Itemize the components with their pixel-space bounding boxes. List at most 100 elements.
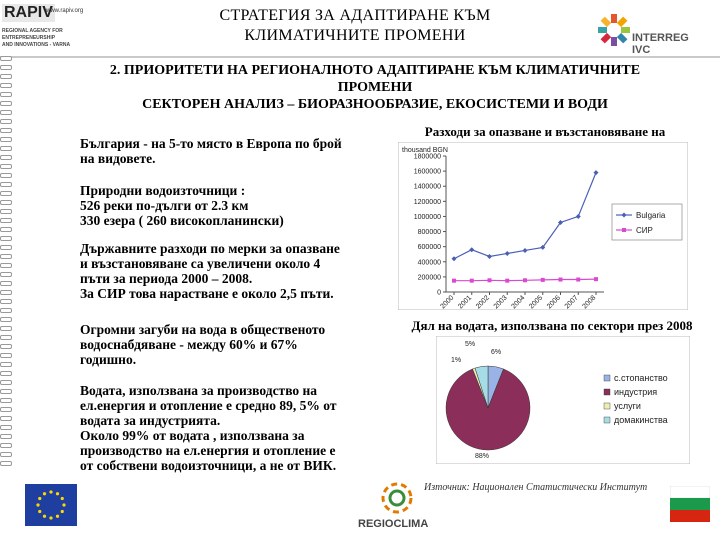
species-paragraph: България - на 5-то място в Европа по бро… — [80, 136, 390, 166]
eu-star — [55, 492, 60, 496]
y-tick-label: 400000 — [418, 259, 441, 266]
strip-segment — [0, 83, 12, 88]
regioclima-logo: REGIOCLIMA — [352, 478, 442, 538]
section-title-line3: СЕКТОРЕН АНАЛИЗ – БИОРАЗНООБРАЗИЕ, ЕКОСИ… — [142, 97, 608, 112]
strip-segment — [0, 389, 12, 394]
series-point — [523, 278, 527, 283]
strip-segment — [0, 290, 12, 295]
water-sources-paragraph: Природни водоизточници : 526 реки по-дъл… — [80, 183, 390, 228]
y-tick-label: 800000 — [418, 229, 441, 236]
y-tick-label: 1800000 — [414, 154, 441, 161]
strip-segment — [0, 173, 12, 178]
left-decorative-strip — [0, 56, 14, 486]
eu-star — [38, 509, 42, 514]
text-line: годишно. — [80, 352, 137, 367]
strip-segment — [0, 92, 12, 97]
regioclima-logo-icon — [381, 482, 413, 514]
series-point — [593, 170, 599, 176]
strip-segment — [0, 380, 12, 385]
interreg-logo-icon — [598, 14, 630, 46]
text-line: 526 реки по-дълги от 2.3 км — [80, 198, 249, 213]
chart-title-line: Разходи за опазване и възстановяване на — [424, 124, 666, 139]
strip-segment — [0, 236, 12, 241]
legend-box — [611, 203, 683, 241]
strip-segment — [0, 227, 12, 232]
series-point — [594, 277, 598, 282]
y-tick-label: 0 — [437, 290, 441, 297]
text-line: водоснабдяване - между 60% и 67% — [80, 337, 298, 352]
header-divider — [0, 56, 720, 58]
strip-segment — [0, 443, 12, 448]
strip-segment — [0, 56, 12, 61]
rapiv-logo: RAPIV www.rapiv.org REGIONAL AGENCY FOR … — [0, 2, 84, 52]
text-line: пъти за периода 2000 – 2008. — [80, 271, 253, 286]
strip-segment — [0, 272, 12, 277]
strip-segment — [0, 308, 12, 313]
legend-label: СИР — [636, 226, 653, 235]
eu-star — [60, 496, 64, 501]
text-line: на видовете. — [80, 151, 156, 166]
text-line: производство на ел.енергия и отопление е — [80, 443, 336, 458]
interreg-logo-text: INTERREG IVC — [632, 32, 689, 56]
text-line: България - на 5-то място в Европа по бро… — [80, 136, 342, 151]
eu-star — [62, 503, 66, 507]
legend-marker — [621, 212, 627, 218]
pie-value-label: 6% — [491, 349, 501, 356]
eu-star — [36, 503, 40, 507]
pie-slice — [474, 365, 489, 409]
strip-segment — [0, 335, 12, 340]
text-line: За СИР това нарастване е около 2,5 пъти. — [80, 286, 334, 301]
series-point — [451, 256, 457, 262]
strip-segment — [0, 101, 12, 106]
strip-segment — [0, 119, 12, 124]
pie-value-label: 88% — [475, 453, 489, 460]
series-point — [558, 219, 563, 225]
pie-value-label: 5% — [465, 341, 475, 348]
text-line: от собствени водоизточници, а не от ВИК. — [80, 458, 337, 473]
y-tick-label: 1600000 — [414, 169, 441, 176]
pie-slice — [445, 368, 531, 451]
text-line: и възстановяване са увеличени около 4 — [80, 256, 321, 271]
strip-segment — [0, 218, 12, 223]
strip-segment — [0, 137, 12, 142]
strip-segment — [0, 155, 12, 160]
eu-star — [49, 490, 53, 494]
section-title-line1: 2. ПРИОРИТЕТИ НА РЕГИОНАЛНОТО АДАПТИРАНЕ… — [109, 63, 641, 78]
text-line: Държавните разходи по мерки за опазване — [80, 241, 340, 256]
strip-segment — [0, 164, 12, 169]
text-line: 330 езера ( 260 високопланински) — [80, 213, 284, 228]
series-point — [505, 278, 510, 283]
strip-segment — [0, 299, 12, 304]
strip-segment — [0, 128, 12, 133]
rapiv-logo-word: RAPIV — [2, 4, 55, 22]
strip-segment — [0, 371, 12, 376]
eu-star — [38, 496, 42, 501]
y-tick-label: 1000000 — [414, 214, 441, 221]
series-point — [540, 244, 546, 250]
y-unit-label: thousand BGN — [402, 147, 448, 154]
page-title: СТРАТЕГИЯ ЗА АДАПТИРАНЕ КЪМ КЛИМАТИЧНИТЕ… — [150, 6, 560, 46]
eu-star — [42, 492, 47, 496]
text-line: Огромни загуби на вода в общественото — [80, 322, 326, 337]
strip-segment — [0, 326, 12, 331]
strip-segment — [0, 434, 12, 439]
page-title-line2: КЛИМАТИЧНИТЕ ПРОМЕНИ — [244, 27, 466, 44]
text-line: Водата, използвана за производство на — [80, 383, 318, 398]
strip-segment — [0, 344, 12, 349]
bulgaria-flag-icon — [670, 486, 710, 522]
expenditure-paragraph: Държавните разходи по мерки за опазване … — [80, 241, 390, 301]
strip-segment — [0, 461, 12, 466]
interreg-logo: INTERREG IVC — [598, 8, 708, 56]
strip-segment — [0, 200, 12, 205]
series-point — [540, 277, 545, 282]
eu-star — [60, 509, 64, 514]
strip-segment — [0, 182, 12, 187]
legend-swatch — [603, 402, 611, 410]
text-line: Природни водоизточници : — [80, 183, 246, 198]
text-line: ел.енергия и отопление е средно 89, 5% о… — [80, 398, 337, 413]
strip-segment — [0, 425, 12, 430]
source-note: Източник: Национален Статистически Инсти… — [424, 482, 648, 493]
rapiv-agency-line2: AND INNOVATIONS - VARNA — [2, 42, 71, 48]
y-tick-label: 200000 — [418, 274, 441, 281]
legend-label: услуги — [614, 401, 641, 411]
